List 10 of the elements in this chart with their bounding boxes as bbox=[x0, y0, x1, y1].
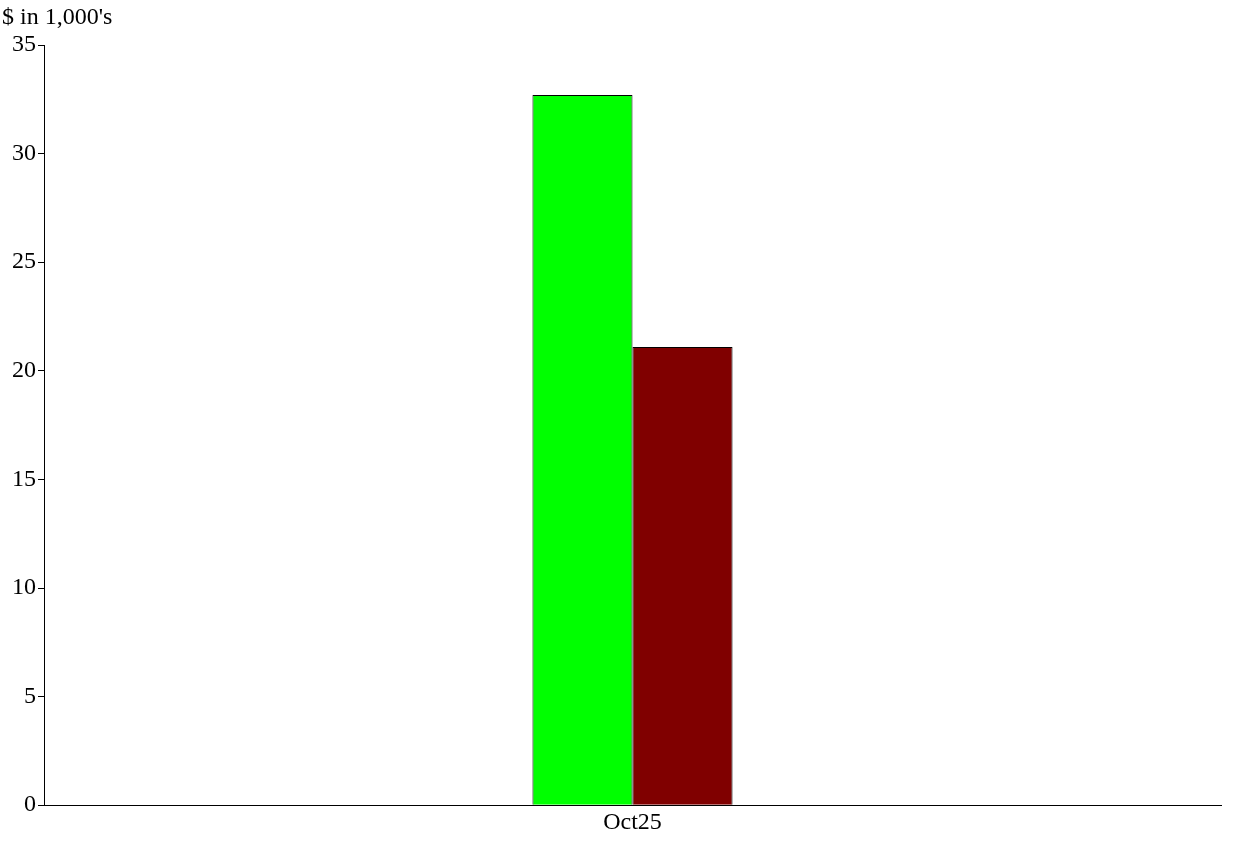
y-tick-label: 20 bbox=[12, 356, 36, 383]
y-tick-label: 15 bbox=[12, 464, 36, 491]
y-tick-label: 35 bbox=[12, 30, 36, 57]
x-tick-label: Oct25 bbox=[603, 807, 662, 834]
y-tick-label: 0 bbox=[24, 790, 36, 817]
y-tick-label: 25 bbox=[12, 247, 36, 274]
y-tick-label: 10 bbox=[12, 573, 36, 600]
y-tick-label: 5 bbox=[24, 681, 36, 708]
y-tick-label: 30 bbox=[12, 138, 36, 165]
y-axis-title: $ in 1,000's bbox=[2, 3, 113, 30]
